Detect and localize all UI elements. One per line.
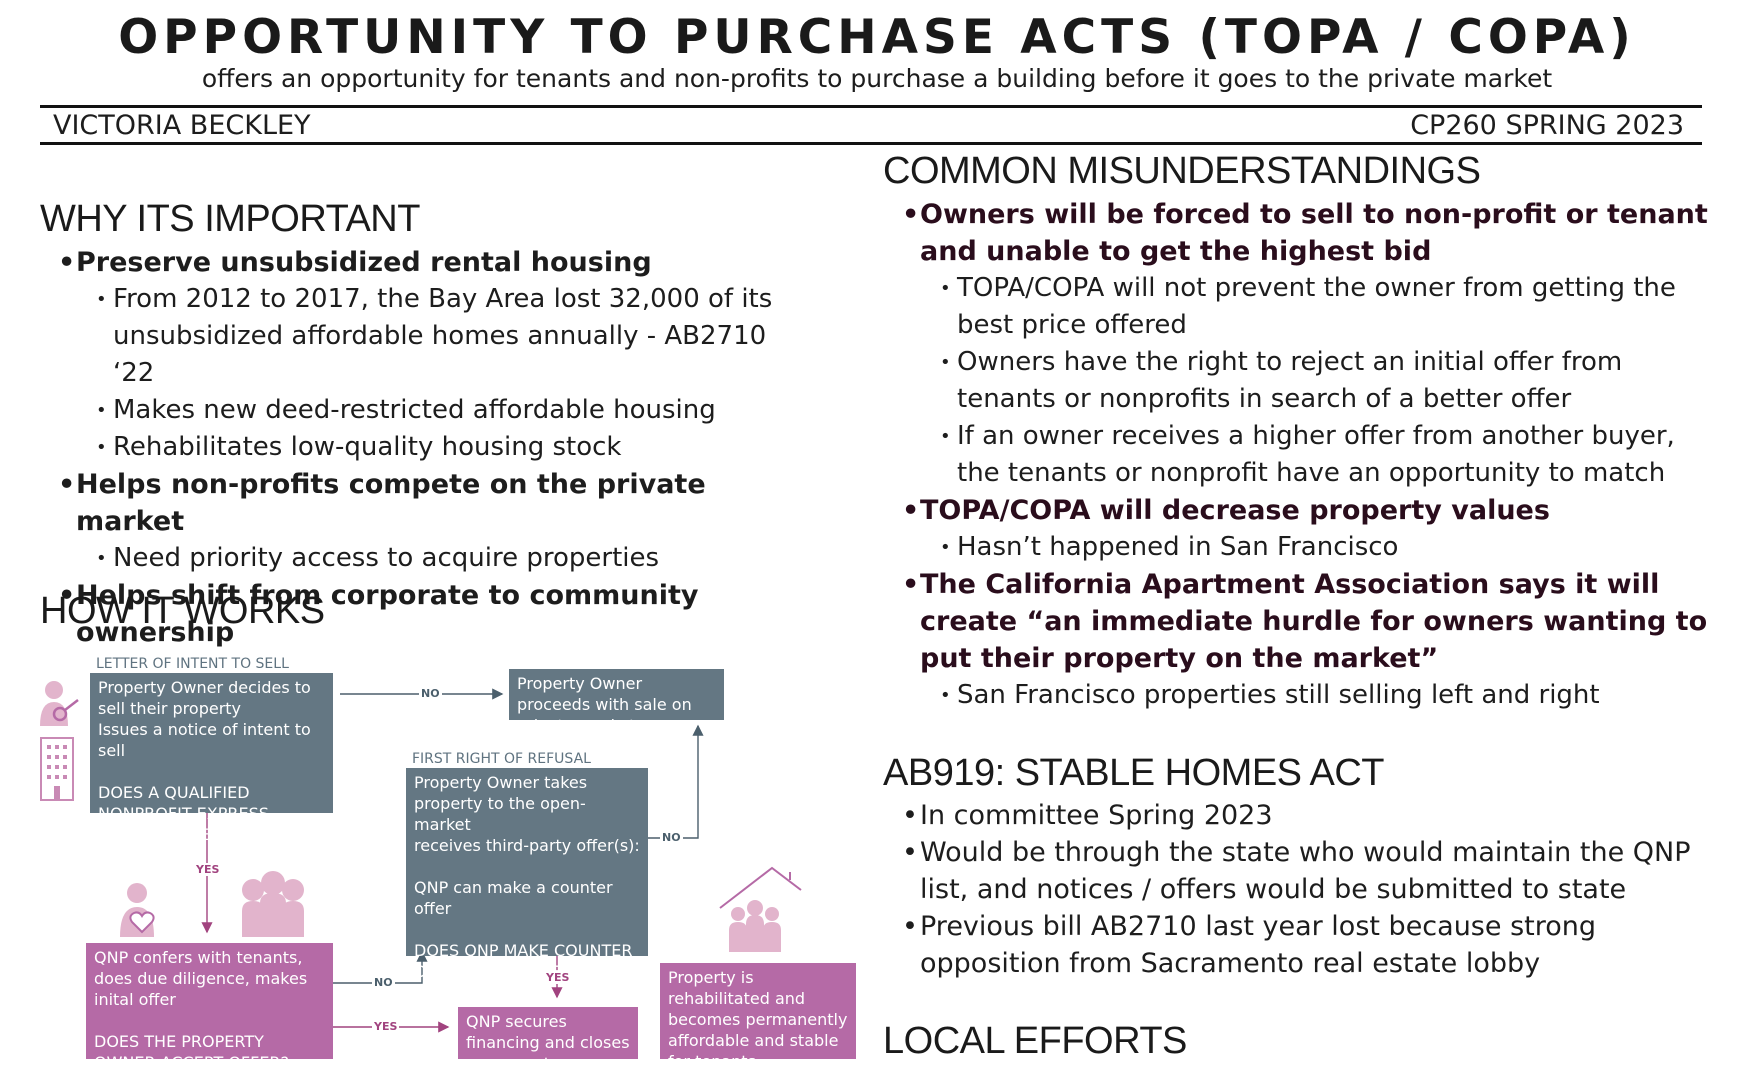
list-item: Owners will be forced to sell to non-pro… xyxy=(902,196,1714,270)
process-flow-diagram: LETTER OF INTENT TO SELL Property Owner … xyxy=(30,650,860,1073)
no-label: NO xyxy=(419,687,442,700)
list-item: The California Apartment Association say… xyxy=(902,566,1714,677)
secure-financing-box: QNP secures financing and closes on prop… xyxy=(458,1007,638,1073)
ab919-heading: AB919: STABLE HOMES ACT xyxy=(883,752,1384,794)
why-list: Preserve unsubsidized rental housing Fro… xyxy=(40,244,800,651)
person-key-icon xyxy=(40,681,79,726)
letter-of-intent-caption: LETTER OF INTENT TO SELL xyxy=(96,656,289,672)
ab919-list: In committee Spring 2023 Would be throug… xyxy=(884,797,1714,982)
no-label-3: NO xyxy=(372,976,395,989)
list-item: Previous bill AB2710 last year lost beca… xyxy=(902,908,1714,982)
private-sale-box: Property Owner proceeds with sale on pri… xyxy=(509,669,724,735)
misunderstandings-heading: COMMON MISUNDERSTANDINGS xyxy=(883,150,1481,192)
list-item: Helps shift from corporate to community … xyxy=(58,577,800,651)
list-item: If an owner receives a higher offer from… xyxy=(940,418,1714,492)
list-item: Need priority access to acquire properti… xyxy=(96,540,800,577)
owner-accept-question: DOES THE PROPERTY OWNER ACCEPT OFFER? xyxy=(94,1032,290,1072)
list-item: Hasn’t happened in San Francisco xyxy=(940,529,1714,566)
open-market-text: Property Owner takes property to the ope… xyxy=(414,773,588,834)
no-label-2: NO xyxy=(660,831,683,844)
qnp-confers-text: QNP confers with tenants, does due dilig… xyxy=(94,948,308,1009)
yes-label-2: YES xyxy=(544,971,572,984)
building-icon xyxy=(40,737,74,801)
header-bottom-rule xyxy=(40,142,1702,145)
list-item: From 2012 to 2017, the Bay Area lost 32,… xyxy=(96,281,800,392)
local-efforts-heading: LOCAL EFFORTS xyxy=(883,1020,1187,1062)
third-party-text: receives third-party offer(s): xyxy=(414,836,640,855)
header-top-rule xyxy=(40,105,1702,108)
arrow-no-to-refusal xyxy=(333,950,428,984)
list-item: Makes new deed-restricted affordable hou… xyxy=(96,392,800,429)
list-item: TOPA/COPA will decrease property values xyxy=(902,492,1714,529)
arrow-no-to-sale-2 xyxy=(648,724,704,839)
list-item: Owners have the right to reject an initi… xyxy=(940,344,1714,418)
why-heading: WHY ITS IMPORTANT xyxy=(40,198,420,240)
notice-text: Issues a notice of intent to sell xyxy=(98,720,311,760)
list-item: Helps non-profits compete on the private… xyxy=(58,466,800,540)
misunderstandings-list: Owners will be forced to sell to non-pro… xyxy=(884,196,1714,714)
intent-to-sell-box: Property Owner decides to sell their pro… xyxy=(90,673,333,844)
yes-label-3: YES xyxy=(372,1020,400,1033)
course-label: CP260 SPRING 2023 xyxy=(1410,110,1684,141)
list-item: San Francisco properties still selling l… xyxy=(940,677,1714,714)
first-right-box: Property Owner takes property to the ope… xyxy=(406,768,648,1002)
house-group-icon xyxy=(719,866,802,952)
list-item: Would be through the state who would mai… xyxy=(902,834,1714,908)
author-name: VICTORIA BECKLEY xyxy=(53,110,311,141)
person-heart-icon xyxy=(120,883,155,937)
yes-label: YES xyxy=(194,863,222,876)
list-item: TOPA/COPA will not prevent the owner fro… xyxy=(940,270,1714,344)
rehabilitated-box: Property is rehabilitated and becomes pe… xyxy=(660,963,856,1071)
qnp-interest-question: DOES A QUALIFIED NONPROFIT EXPRESS INTER… xyxy=(98,783,273,844)
qnp-offer-box: QNP confers with tenants, does due dilig… xyxy=(86,943,333,1072)
list-item: In committee Spring 2023 xyxy=(902,797,1714,834)
list-item: Preserve unsubsidized rental housing xyxy=(58,244,800,281)
first-right-caption: FIRST RIGHT OF REFUSAL xyxy=(412,751,591,767)
intent-to-sell-text: Property Owner decides to sell their pro… xyxy=(98,678,311,718)
counter-offer-text: QNP can make a counter offer xyxy=(414,878,613,918)
page-subtitle: offers an opportunity for tenants and no… xyxy=(201,64,1553,93)
page-title: OPPORTUNITY TO PURCHASE ACTS (TOPA / COP… xyxy=(118,10,1636,65)
group-icon xyxy=(242,871,304,937)
counter-offer-question: DOES QNP MAKE COUNTER OFFER AND OWNER AC… xyxy=(414,941,633,1002)
list-item: Rehabilitates low-quality housing stock xyxy=(96,429,800,466)
how-heading: HOW IT WORKS xyxy=(40,590,325,632)
